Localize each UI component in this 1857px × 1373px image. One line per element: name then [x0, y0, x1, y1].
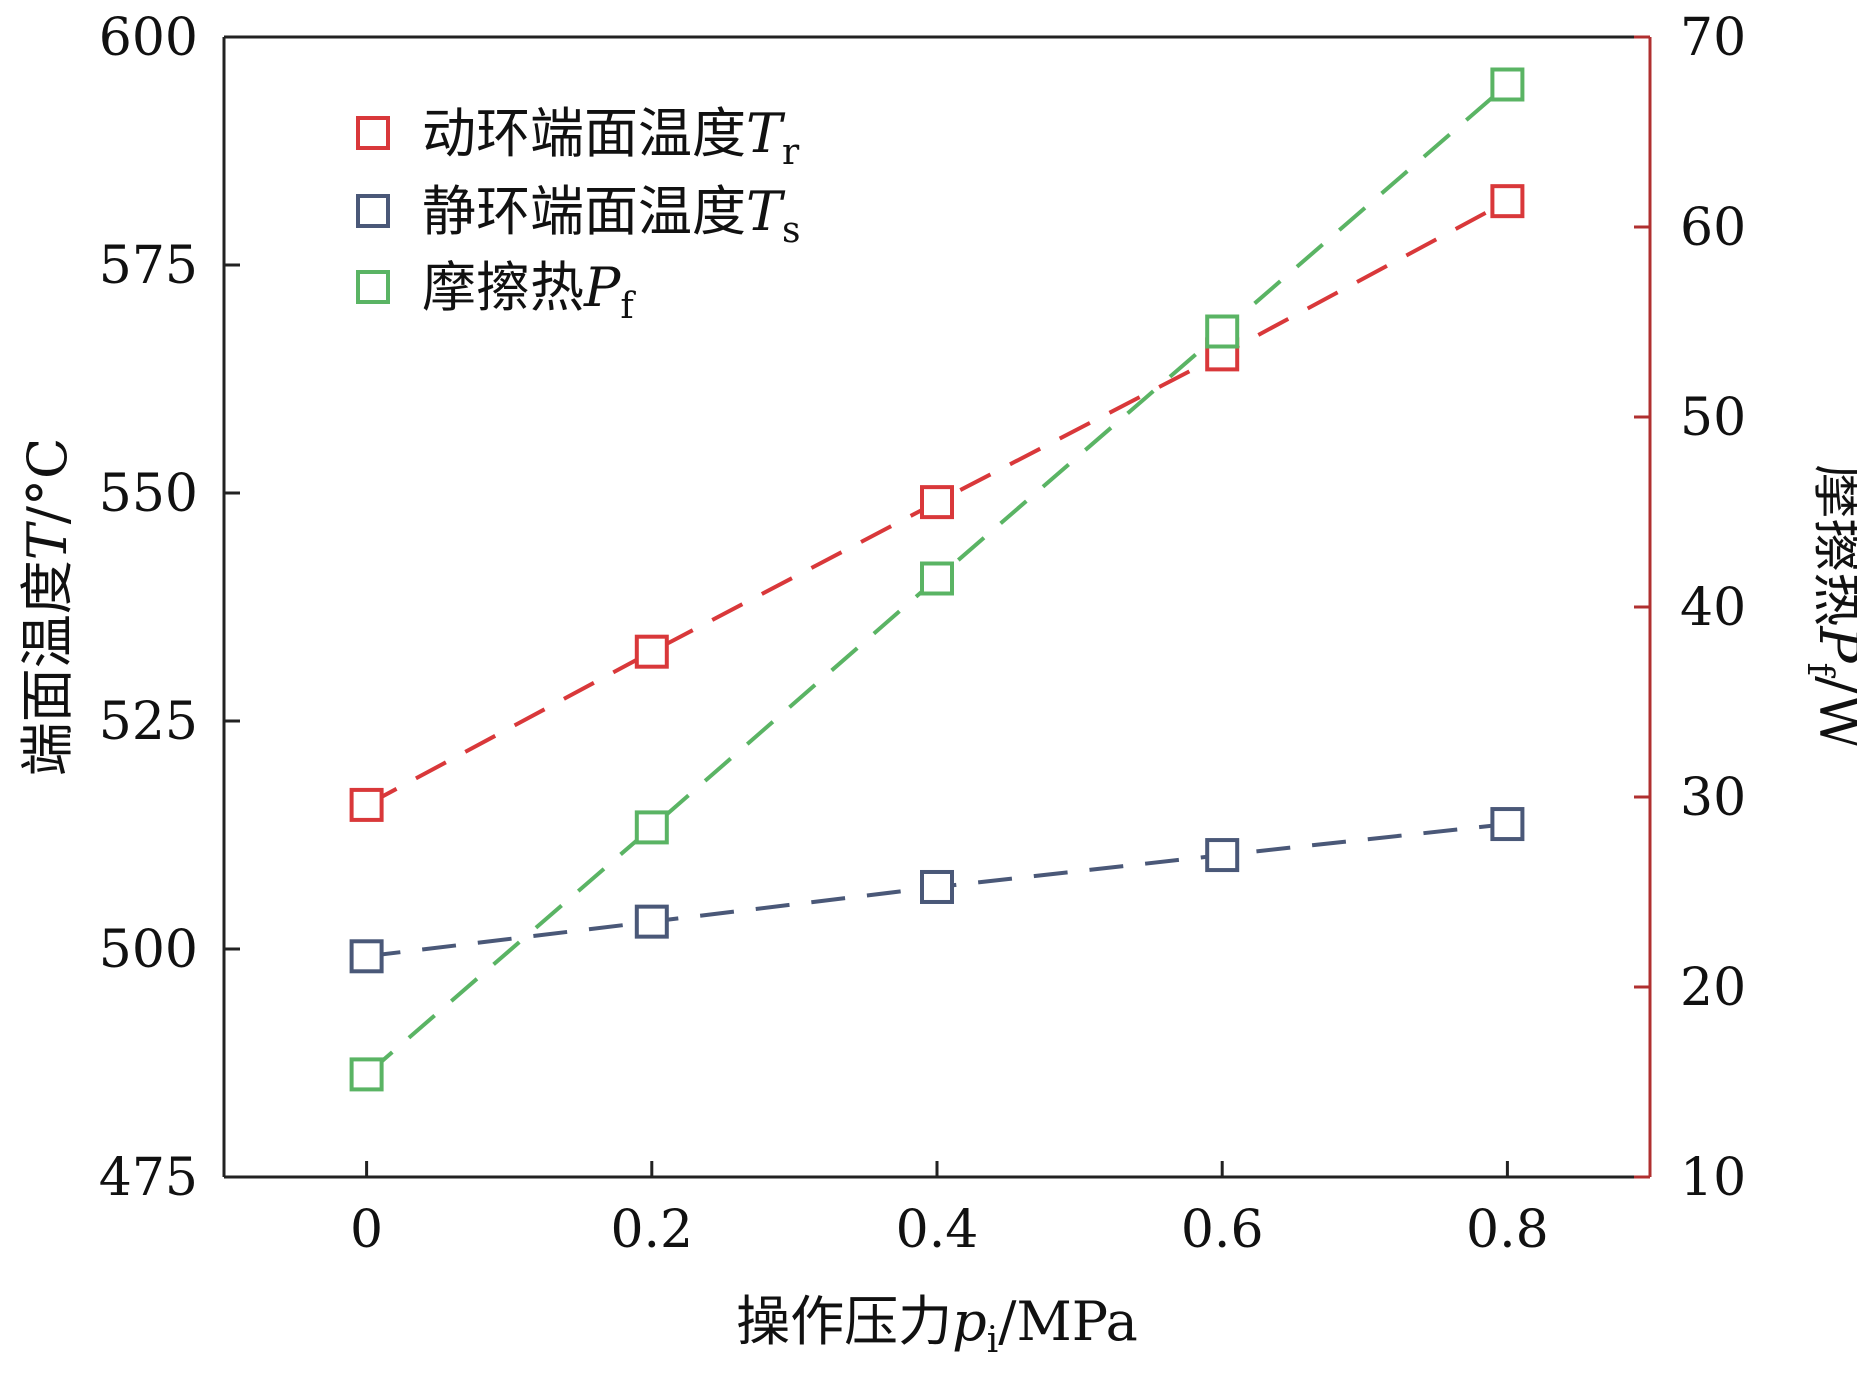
y-right-axis-title: 摩擦热Pf/W: [1799, 464, 1857, 750]
y-left-tick-label: 525: [99, 692, 198, 752]
y-right-axis-title-var: P: [1807, 625, 1857, 664]
legend-label-rotating-ring-temp-sub: r: [782, 132, 800, 173]
legend-label-friction-heat-sub: f: [620, 286, 636, 327]
series-layer: [349, 67, 1525, 1092]
legend-item-stationary-ring-temp: 静环端面温度Ts: [356, 180, 801, 251]
y-right-axis-title-main: 摩擦热: [1807, 464, 1857, 626]
x-tick-label: 0.8: [1466, 1200, 1549, 1260]
y-right-tick-label: 50: [1680, 388, 1746, 448]
x-axis-title-unit: /MPa: [998, 1290, 1138, 1353]
x-axis-title-main: 操作压力: [736, 1290, 952, 1353]
x-axis-title-var: p: [952, 1290, 987, 1353]
data-point-friction-heat: [1490, 67, 1525, 102]
y-right-tick-label: 20: [1680, 958, 1746, 1018]
x-ticks: 0 0.2 0.4 0.6 0.8: [350, 1161, 1549, 1260]
legend-label-rotating-ring-temp-name: 动环端面温度: [422, 102, 746, 165]
y-left-tick-label: 550: [99, 464, 198, 524]
data-point-stationary-ring-temp: [920, 869, 954, 904]
y-left-axis-title-unit: /°C: [16, 438, 79, 525]
y-left-tick-label: 575: [99, 236, 198, 296]
y-right-axis-title-unit: /W: [1807, 676, 1857, 750]
legend-item-friction-heat: 摩擦热Pf: [356, 256, 636, 327]
y-left-axis-title: 端面温度T/°C: [16, 438, 79, 777]
data-point-rotating-ring-temp: [349, 787, 384, 822]
legend-label-rotating-ring-temp: 动环端面温度Tr: [422, 102, 800, 173]
legend-marker-rotating-ring-temp: [356, 116, 390, 150]
y-right-tick-label: 70: [1680, 8, 1746, 68]
y-right-tick-label: 30: [1680, 768, 1746, 828]
data-point-stationary-ring-temp: [1490, 807, 1525, 842]
y-left-tick-label: 500: [99, 920, 198, 980]
legend: 动环端面温度Tr 静环端面温度Ts 摩擦热Pf: [356, 102, 801, 327]
x-tick-label: 0.4: [896, 1200, 979, 1260]
data-point-stationary-ring-temp: [1205, 838, 1240, 873]
data-point-rotating-ring-temp: [1490, 184, 1525, 219]
legend-label-stationary-ring-temp-name: 静环端面温度: [422, 180, 746, 243]
x-tick-label: 0.2: [610, 1200, 693, 1260]
y-right-axis-title-sub: f: [1799, 663, 1840, 679]
y-right-ticks: 10 20 30 40 50 60 70: [1634, 8, 1746, 1208]
y-left-axis-title-main: 端面温度: [16, 560, 79, 776]
y-left-tick-label: 600: [99, 8, 198, 68]
legend-marker-stationary-ring-temp: [356, 194, 390, 228]
y-left-axis-title-var: T: [16, 520, 79, 560]
legend-label-stationary-ring-temp: 静环端面温度Ts: [422, 180, 801, 251]
data-point-friction-heat: [1205, 314, 1240, 349]
x-axis-title-sub: i: [987, 1320, 999, 1361]
data-point-friction-heat: [349, 1057, 384, 1092]
legend-label-stationary-ring-temp-var: T: [746, 180, 786, 243]
x-axis-title: 操作压力pi/MPa: [736, 1290, 1138, 1361]
legend-label-rotating-ring-temp-var: T: [746, 102, 786, 165]
y-right-tick-label: 60: [1680, 198, 1746, 258]
y-right-tick-label: 40: [1680, 578, 1746, 638]
legend-item-rotating-ring-temp: 动环端面温度Tr: [356, 102, 800, 173]
data-point-rotating-ring-temp: [634, 634, 669, 669]
data-point-friction-heat: [920, 561, 954, 596]
data-point-stationary-ring-temp: [634, 904, 669, 939]
data-point-stationary-ring-temp: [349, 939, 384, 974]
x-tick-label: 0.6: [1181, 1200, 1264, 1260]
legend-label-friction-heat-name: 摩擦热: [422, 256, 584, 319]
y-right-tick-label: 10: [1680, 1148, 1746, 1208]
data-point-friction-heat: [634, 810, 669, 845]
y-left-tick-label: 475: [99, 1148, 198, 1208]
data-point-rotating-ring-temp: [920, 485, 954, 520]
x-tick-label: 0: [350, 1200, 383, 1260]
legend-label-stationary-ring-temp-sub: s: [782, 210, 800, 251]
y-left-ticks: 475 500 525 550 575 600: [99, 8, 240, 1208]
legend-label-friction-heat: 摩擦热Pf: [422, 256, 636, 327]
legend-marker-friction-heat: [356, 270, 390, 304]
legend-label-friction-heat-var: P: [583, 256, 622, 319]
